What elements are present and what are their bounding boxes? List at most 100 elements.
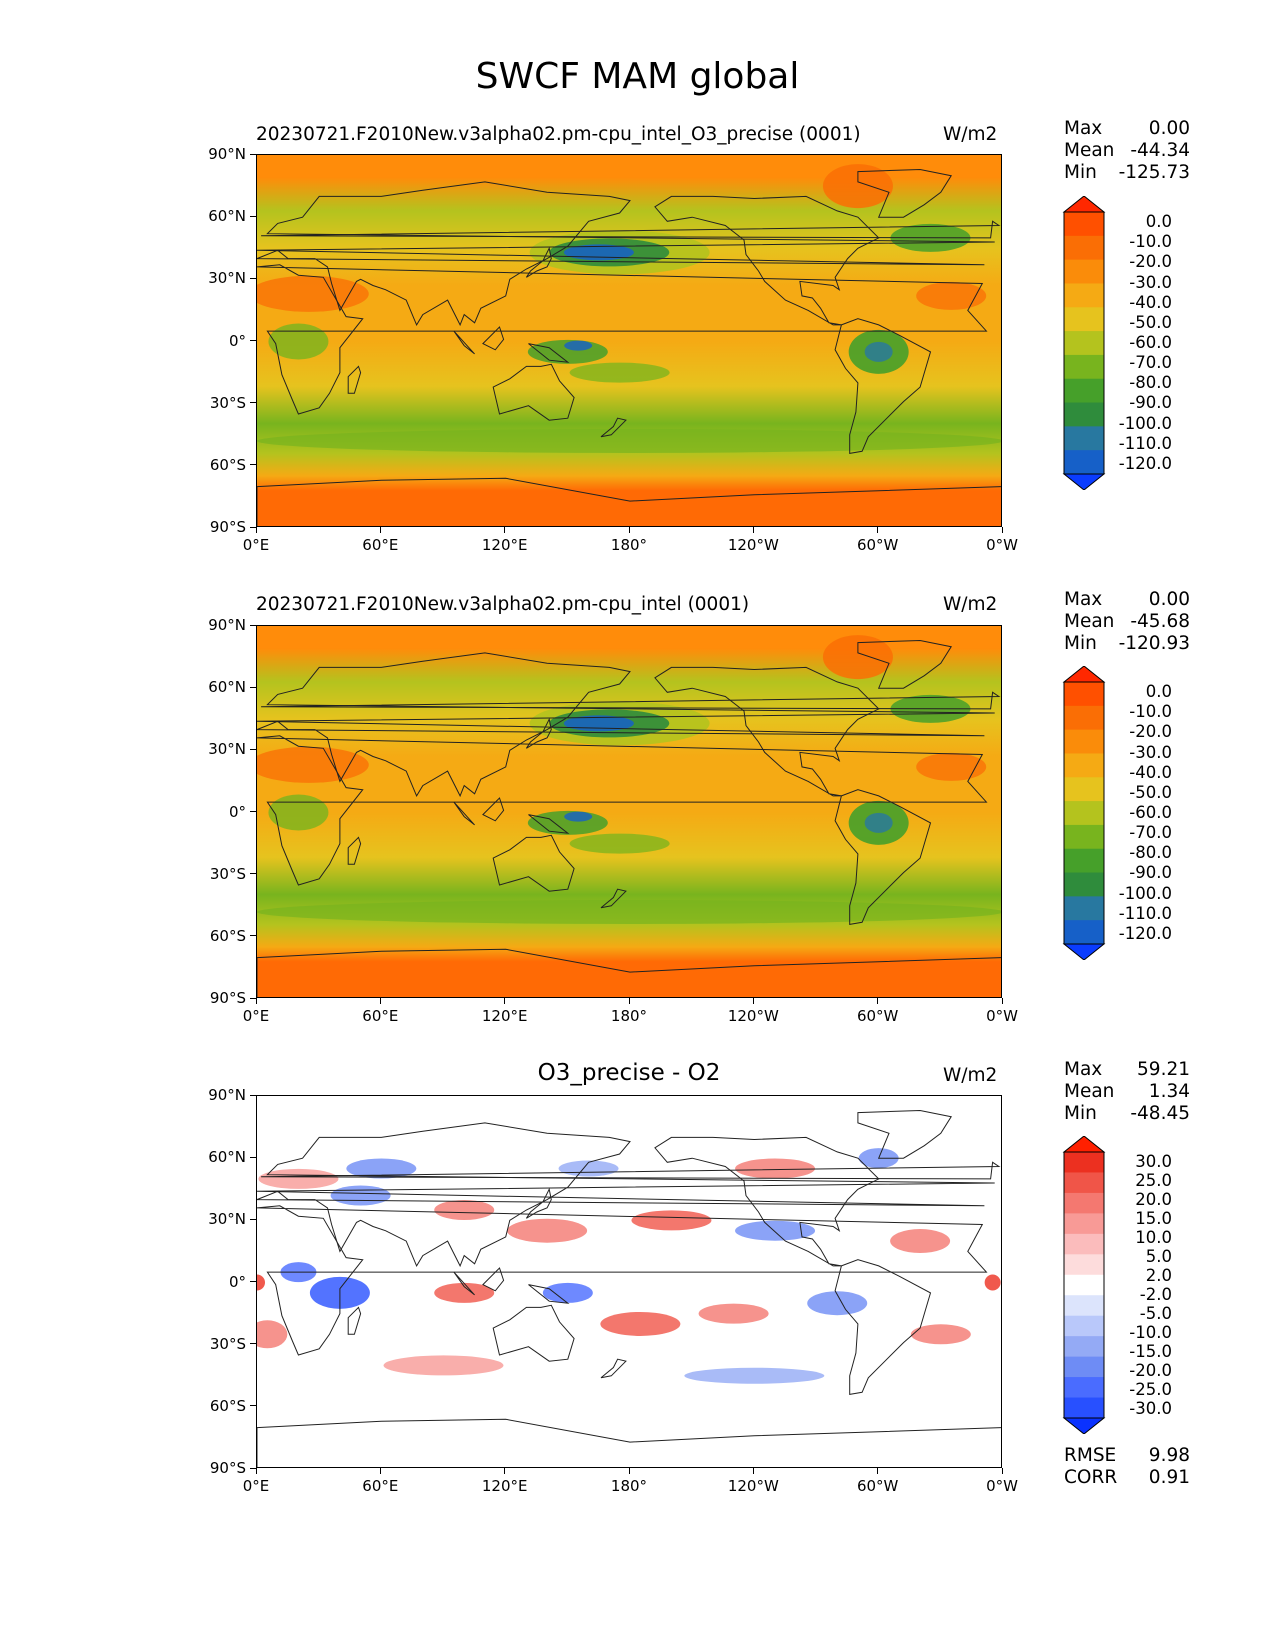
- y-tick-mark: [250, 1218, 256, 1220]
- y-tick-mark: [250, 1405, 256, 1407]
- colorbar-swatch: [1064, 426, 1104, 451]
- x-tick-mark: [255, 1468, 257, 1474]
- colorbar-swatch: [1064, 1254, 1104, 1276]
- diff-anomaly-2: [434, 1199, 495, 1220]
- colorbar-swatch: [1064, 777, 1104, 802]
- stat-max-value: 59.21: [1137, 1059, 1190, 1080]
- diff-anomaly-13: [807, 1291, 868, 1316]
- y-tick-label: 60°S: [209, 1396, 246, 1415]
- warm-pool-core: [564, 811, 593, 822]
- x-tick-label: 120°W: [727, 1477, 779, 1495]
- colorbar-swatch: [1064, 283, 1104, 308]
- colorbar-swatch: [1064, 896, 1104, 921]
- coastline: [492, 1304, 575, 1362]
- colorbar-frame: [1063, 1151, 1105, 1419]
- y-tick-mark: [250, 153, 256, 155]
- y-tick-label: 90°N: [208, 616, 246, 634]
- diff-anomaly-16: [346, 1158, 417, 1179]
- coastline: [528, 343, 570, 363]
- colorbar-swatch: [1064, 1172, 1104, 1194]
- y-tick-label: 30°S: [209, 393, 246, 412]
- colorbar-tick-label: -30.0: [1129, 1398, 1172, 1418]
- coastline: [257, 264, 988, 415]
- y-tick-label: 90°N: [208, 1086, 246, 1104]
- y-tick-mark: [250, 277, 256, 279]
- colorbar-swatch: [1064, 307, 1104, 332]
- colorbar-tick-label: -60.0: [1129, 333, 1172, 352]
- colorbar-tick-label: -40.0: [1129, 762, 1172, 782]
- stat-max-label: Max: [1064, 1059, 1103, 1080]
- colorbar-swatch: [1064, 1315, 1104, 1337]
- coastline: [453, 330, 475, 355]
- diff-anomaly-6: [890, 1229, 951, 1254]
- coastline: [482, 797, 505, 822]
- x-tick-label: 180°: [610, 1477, 648, 1495]
- colorbar-frame: [1063, 211, 1105, 475]
- diff-anomaly-10: [542, 1282, 593, 1303]
- colorbar-tick-label: -60.0: [1129, 803, 1172, 822]
- y-tick-label: 30°S: [209, 864, 246, 883]
- rmse-label: RMSE: [1064, 1445, 1117, 1466]
- x-tick-label: 0°E: [242, 1007, 270, 1025]
- southern-ocean-belt: [257, 428, 1001, 453]
- colorbar-swatch: [1064, 1152, 1104, 1173]
- stat-mean-value: 1.34: [1148, 1081, 1190, 1102]
- diff-anomaly-14: [910, 1324, 971, 1345]
- colorbar-extend-max: [1062, 1136, 1106, 1153]
- colorbar-swatch: [1064, 1377, 1104, 1399]
- x-tick-mark: [504, 527, 506, 533]
- stat-max-label: Max: [1064, 589, 1103, 610]
- coastline: [482, 1267, 505, 1292]
- x-tick-label: 120°E: [481, 1477, 528, 1495]
- coastline: [654, 195, 880, 326]
- stat-mean-value: -45.68: [1130, 611, 1190, 632]
- colorbar-tick-label: -30.0: [1129, 272, 1172, 292]
- colorbar-swatch: [1064, 1397, 1104, 1419]
- x-tick-mark: [379, 527, 381, 533]
- sahara: [257, 746, 369, 783]
- panel-3-metrics: RMSE 9.98 CORR 0.91: [1064, 1445, 1190, 1489]
- colorbar-tick-label: -5.0: [1139, 1303, 1172, 1323]
- colorbar-tick-label: -50.0: [1129, 782, 1172, 802]
- colorbar-tick-label: -80.0: [1129, 373, 1172, 393]
- y-tick-mark: [250, 402, 256, 404]
- y-tick-label: 30°S: [209, 1334, 246, 1353]
- diff-anomaly-3: [507, 1218, 588, 1243]
- colorbar-tick-label: -30.0: [1129, 742, 1172, 762]
- x-tick-label: 0°E: [242, 536, 270, 554]
- coastline: [257, 181, 995, 327]
- amazon-core: [864, 812, 893, 833]
- stat-min-label: Min: [1064, 633, 1097, 654]
- diff-anomaly-21: [684, 1367, 825, 1384]
- y-tick-label: 30°N: [208, 269, 246, 288]
- sahara: [257, 275, 369, 312]
- greenland: [822, 164, 893, 209]
- x-tick-mark: [877, 527, 879, 533]
- colorbar-swatch: [1064, 331, 1104, 356]
- x-tick-label: 60°E: [362, 536, 399, 554]
- x-tick-mark: [752, 527, 754, 533]
- x-tick-label: 180°: [610, 536, 648, 554]
- colorbar-swatch: [1064, 235, 1104, 261]
- stat-min-label: Min: [1064, 1103, 1097, 1124]
- y-tick-mark: [250, 873, 256, 875]
- colorbar-tick-label: -15.0: [1129, 1341, 1172, 1361]
- diff-anomaly-23: [984, 1274, 1001, 1291]
- x-tick-mark: [877, 1468, 879, 1474]
- colorbar-tick-label: -80.0: [1129, 843, 1172, 863]
- y-tick-label: 0°: [228, 331, 246, 350]
- colorbar-tick-label: -120.0: [1118, 923, 1172, 943]
- y-tick-mark: [250, 526, 256, 528]
- stat-min-value: -125.73: [1118, 162, 1190, 183]
- coastline: [654, 666, 880, 797]
- heatmap-field: [257, 626, 1001, 997]
- y-tick-mark: [250, 686, 256, 688]
- panel-2-units: W/m2: [943, 594, 998, 615]
- x-tick-mark: [1001, 527, 1003, 533]
- x-tick-label: 120°W: [727, 1007, 779, 1025]
- colorbar-tick-label: -20.0: [1129, 252, 1172, 272]
- coastline: [654, 1136, 880, 1267]
- colorbar-swatch: [1064, 682, 1104, 707]
- y-tick-mark: [250, 1467, 256, 1469]
- y-tick-label: 60°N: [208, 678, 246, 697]
